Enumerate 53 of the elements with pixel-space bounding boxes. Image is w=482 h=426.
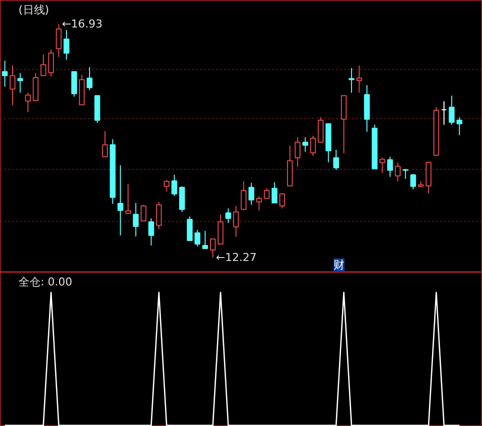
candlestick	[394, 162, 401, 182]
candlestick	[294, 136, 300, 168]
candlestick	[2, 60, 8, 88]
candlestick	[448, 95, 455, 126]
annotation: ←12.27	[216, 250, 257, 264]
candlestick	[156, 201, 162, 230]
annotation: ←16.93	[62, 18, 103, 31]
candlestick	[48, 49, 54, 78]
candlestick	[140, 204, 146, 222]
chart-title: (日线)	[18, 4, 50, 16]
candlestick	[387, 156, 393, 178]
candlestick	[40, 54, 46, 76]
candlestick	[148, 218, 154, 246]
candlestick	[202, 230, 208, 249]
candlestick	[348, 68, 354, 94]
candlestick	[410, 173, 416, 190]
candlestick	[56, 24, 62, 58]
candlestick	[117, 164, 124, 236]
chart-title: 全仓: 0.00	[18, 276, 72, 288]
candlestick	[279, 192, 286, 209]
candlestick	[310, 135, 316, 156]
candlestick	[272, 182, 278, 204]
candlestick	[218, 214, 224, 244]
candlestick	[179, 186, 185, 212]
candlestick	[71, 71, 78, 98]
candlestick	[318, 116, 324, 143]
candlestick	[456, 116, 462, 136]
candlestick	[340, 95, 347, 154]
candlestick	[10, 64, 16, 106]
candlestick	[264, 188, 270, 199]
candlestick	[233, 205, 239, 238]
candlestick	[86, 66, 92, 91]
candlestick	[125, 183, 131, 214]
candlestick	[356, 65, 362, 94]
candlestick	[132, 202, 139, 237]
candlestick	[210, 238, 216, 258]
candlestick	[402, 168, 408, 180]
candlestick	[102, 130, 108, 158]
candlestick	[441, 100, 447, 126]
candlestick	[302, 136, 308, 152]
annotation: 财	[334, 258, 344, 272]
candlestick	[164, 179, 170, 192]
candlestick	[248, 182, 254, 206]
candlestick	[17, 72, 24, 94]
candlestick	[379, 157, 386, 174]
candlestick	[171, 174, 178, 196]
candlestick	[64, 30, 70, 60]
candlestick	[194, 229, 200, 247]
candlestick	[225, 208, 232, 224]
candlestick	[256, 196, 262, 211]
candlestick	[240, 180, 247, 210]
candlestick	[186, 216, 193, 241]
candlestick	[333, 149, 339, 170]
